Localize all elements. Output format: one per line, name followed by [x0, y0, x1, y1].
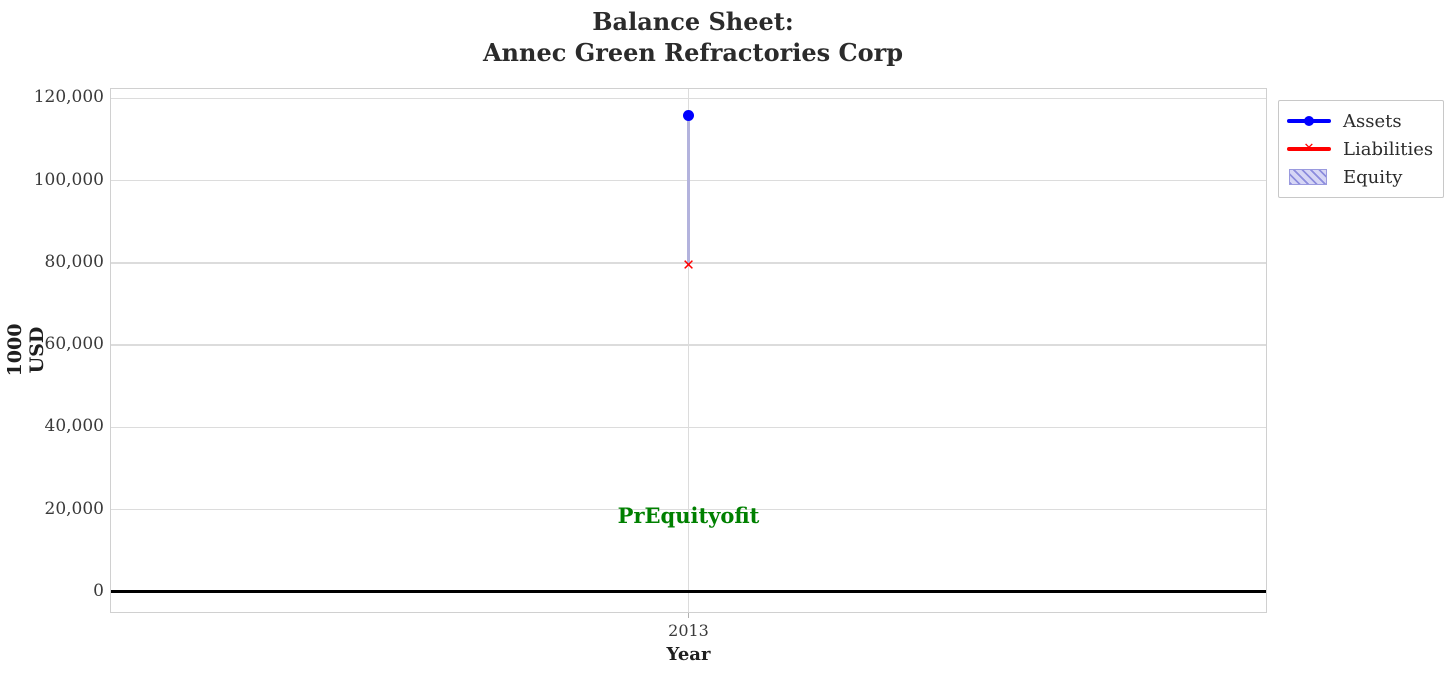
y-tick-label: 0	[93, 580, 104, 601]
legend-item-assets: Assets	[1287, 107, 1433, 135]
legend-label-liabilities: Liabilities	[1343, 138, 1434, 160]
annotation-text: PrEquityofit	[617, 502, 760, 528]
x-tick-label: 2013	[668, 621, 709, 640]
y-tick-label: 120,000	[33, 87, 104, 108]
assets-line-circle-icon	[1287, 113, 1331, 129]
equity-hatched-patch-icon	[1287, 169, 1331, 185]
plot-area: ✕ PrEquityofit	[110, 88, 1267, 613]
liabilities-line-x-icon: ✕	[1287, 141, 1331, 157]
y-tick-label: 20,000	[44, 498, 104, 519]
x-axis-label: Year	[666, 644, 711, 665]
legend-item-equity: Equity	[1287, 163, 1433, 191]
equity-band	[687, 115, 690, 265]
y-tick-label: 100,000	[33, 169, 104, 190]
legend-label-equity: Equity	[1343, 166, 1403, 188]
assets-marker	[683, 110, 694, 122]
chart-title-line1: Balance Sheet:	[592, 7, 794, 36]
legend-label-assets: Assets	[1343, 110, 1402, 132]
legend: Assets ✕ Liabilities Equity	[1278, 100, 1444, 198]
y-tick-label: 80,000	[44, 251, 104, 272]
chart-title: Balance Sheet: Annec Green Refractories …	[0, 6, 1386, 68]
chart-title-line2: Annec Green Refractories Corp	[482, 38, 904, 67]
y-tick-labels: 0 20,000 40,000 60,000 80,000 100,000 120,000	[0, 87, 104, 613]
x-tick-mark	[687, 613, 689, 618]
y-tick-label: 60,000	[44, 334, 104, 355]
zero-baseline	[111, 590, 1266, 594]
x-gridline-2013	[687, 89, 690, 612]
y-tick-label: 40,000	[44, 416, 104, 437]
legend-item-liabilities: ✕ Liabilities	[1287, 135, 1433, 163]
liabilities-marker: ✕	[682, 255, 695, 274]
